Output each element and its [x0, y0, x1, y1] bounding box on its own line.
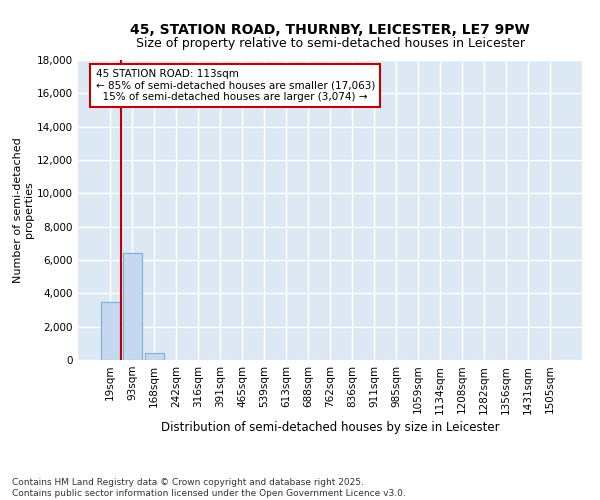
Y-axis label: Number of semi-detached
properties: Number of semi-detached properties: [13, 137, 34, 283]
Bar: [123, 254, 142, 360]
Text: 45, STATION ROAD, THURNBY, LEICESTER, LE7 9PW: 45, STATION ROAD, THURNBY, LEICESTER, LE…: [130, 22, 530, 36]
Text: Contains HM Land Registry data © Crown copyright and database right 2025.
Contai: Contains HM Land Registry data © Crown c…: [12, 478, 406, 498]
Text: 45 STATION ROAD: 113sqm
← 85% of semi-detached houses are smaller (17,063)
  15%: 45 STATION ROAD: 113sqm ← 85% of semi-de…: [95, 69, 375, 102]
Bar: [101, 302, 119, 360]
X-axis label: Distribution of semi-detached houses by size in Leicester: Distribution of semi-detached houses by …: [161, 420, 499, 434]
Text: Size of property relative to semi-detached houses in Leicester: Size of property relative to semi-detach…: [136, 38, 524, 51]
Bar: [145, 354, 164, 360]
